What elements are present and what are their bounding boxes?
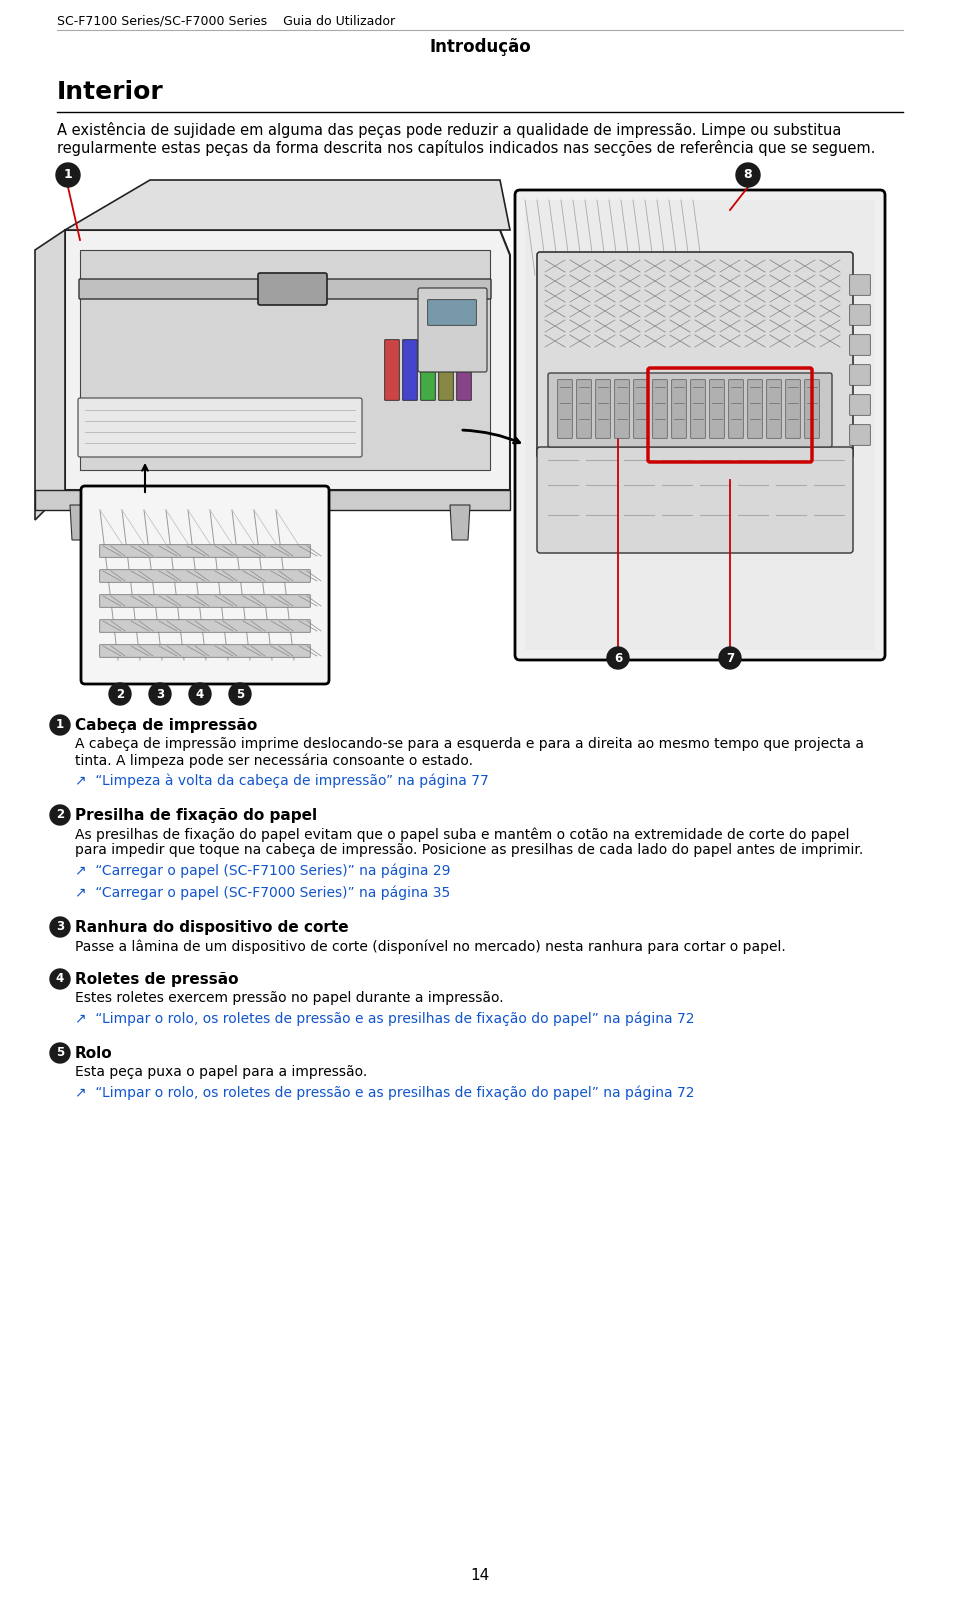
FancyBboxPatch shape — [804, 379, 819, 438]
Polygon shape — [65, 230, 510, 490]
FancyBboxPatch shape — [81, 486, 329, 685]
Text: 6: 6 — [613, 651, 622, 664]
Text: SC-F7100 Series/SC-F7000 Series    Guia do Utilizador: SC-F7100 Series/SC-F7000 Series Guia do … — [57, 14, 396, 27]
Text: Introdução: Introdução — [429, 38, 531, 56]
Circle shape — [229, 683, 251, 706]
Polygon shape — [450, 506, 470, 541]
Text: Cabeça de impressão: Cabeça de impressão — [75, 718, 257, 733]
FancyBboxPatch shape — [709, 379, 724, 438]
FancyBboxPatch shape — [78, 398, 362, 458]
FancyBboxPatch shape — [785, 379, 801, 438]
FancyBboxPatch shape — [548, 373, 832, 446]
FancyBboxPatch shape — [100, 645, 310, 658]
Text: ↗  “Limpeza à volta da cabeça de impressão” na página 77: ↗ “Limpeza à volta da cabeça de impressã… — [75, 774, 489, 789]
FancyBboxPatch shape — [418, 288, 487, 371]
Text: 7: 7 — [726, 651, 734, 664]
FancyBboxPatch shape — [672, 379, 686, 438]
Text: regularmente estas peças da forma descrita nos capítulos indicados nas secções d: regularmente estas peças da forma descri… — [57, 141, 876, 157]
Text: A existência de sujidade em alguma das peças pode reduzir a qualidade de impress: A existência de sujidade em alguma das p… — [57, 122, 841, 138]
Circle shape — [736, 163, 760, 187]
Text: Roletes de pressão: Roletes de pressão — [75, 971, 238, 987]
Text: Ranhura do dispositivo de corte: Ranhura do dispositivo de corte — [75, 920, 348, 934]
Text: tinta. A limpeza pode ser necessária consoante o estado.: tinta. A limpeza pode ser necessária con… — [75, 754, 473, 768]
Text: 5: 5 — [56, 1046, 64, 1059]
FancyBboxPatch shape — [537, 251, 853, 458]
FancyBboxPatch shape — [457, 339, 471, 400]
Text: 3: 3 — [156, 688, 164, 701]
FancyBboxPatch shape — [767, 379, 781, 438]
FancyBboxPatch shape — [100, 570, 310, 582]
Circle shape — [50, 715, 70, 734]
Text: Interior: Interior — [57, 80, 164, 104]
Circle shape — [50, 1043, 70, 1062]
Circle shape — [607, 646, 629, 669]
FancyBboxPatch shape — [558, 379, 572, 438]
Polygon shape — [80, 250, 490, 470]
Text: As presilhas de fixação do papel evitam que o papel suba e mantêm o cotão na ext: As presilhas de fixação do papel evitam … — [75, 827, 850, 842]
FancyBboxPatch shape — [850, 424, 871, 445]
FancyBboxPatch shape — [428, 299, 476, 325]
Text: 4: 4 — [196, 688, 204, 701]
FancyBboxPatch shape — [850, 334, 871, 355]
Polygon shape — [70, 506, 90, 541]
Text: 1: 1 — [56, 718, 64, 731]
FancyBboxPatch shape — [402, 339, 418, 400]
Circle shape — [719, 646, 741, 669]
FancyBboxPatch shape — [850, 275, 871, 296]
Text: 2: 2 — [56, 808, 64, 821]
FancyBboxPatch shape — [420, 339, 435, 400]
Circle shape — [149, 683, 171, 706]
Text: 14: 14 — [470, 1568, 490, 1582]
FancyBboxPatch shape — [690, 379, 706, 438]
Text: A cabeça de impressão imprime deslocando-se para a esquerda e para a direita ao : A cabeça de impressão imprime deslocando… — [75, 738, 864, 750]
FancyBboxPatch shape — [79, 278, 491, 299]
FancyBboxPatch shape — [850, 304, 871, 325]
Text: Esta peça puxa o papel para a impressão.: Esta peça puxa o papel para a impressão. — [75, 1066, 368, 1078]
Text: 5: 5 — [236, 688, 244, 701]
Circle shape — [50, 917, 70, 938]
FancyBboxPatch shape — [100, 595, 310, 608]
FancyBboxPatch shape — [537, 446, 853, 554]
Text: Rolo: Rolo — [75, 1046, 112, 1061]
FancyBboxPatch shape — [850, 365, 871, 386]
Circle shape — [109, 683, 131, 706]
FancyBboxPatch shape — [729, 379, 743, 438]
Text: 3: 3 — [56, 920, 64, 933]
Text: ↗  “Carregar o papel (SC-F7000 Series)” na página 35: ↗ “Carregar o papel (SC-F7000 Series)” n… — [75, 886, 450, 901]
Polygon shape — [35, 230, 65, 520]
FancyBboxPatch shape — [653, 379, 667, 438]
Text: 8: 8 — [744, 168, 753, 181]
Text: ↗  “Carregar o papel (SC-F7100 Series)” na página 29: ↗ “Carregar o papel (SC-F7100 Series)” n… — [75, 864, 450, 878]
Polygon shape — [35, 490, 510, 510]
FancyBboxPatch shape — [100, 619, 310, 632]
Circle shape — [50, 970, 70, 989]
FancyBboxPatch shape — [850, 395, 871, 416]
FancyBboxPatch shape — [385, 339, 399, 400]
FancyBboxPatch shape — [634, 379, 648, 438]
Polygon shape — [65, 179, 510, 230]
Circle shape — [56, 163, 80, 187]
Text: 1: 1 — [63, 168, 72, 181]
Text: 2: 2 — [116, 688, 124, 701]
FancyBboxPatch shape — [515, 190, 885, 659]
FancyBboxPatch shape — [100, 544, 310, 557]
FancyBboxPatch shape — [748, 379, 762, 438]
FancyBboxPatch shape — [614, 379, 630, 438]
Text: 4: 4 — [56, 973, 64, 986]
Circle shape — [189, 683, 211, 706]
Text: Presilha de fixação do papel: Presilha de fixação do papel — [75, 808, 317, 822]
FancyBboxPatch shape — [258, 274, 327, 306]
Text: Estes roletes exercem pressão no papel durante a impressão.: Estes roletes exercem pressão no papel d… — [75, 990, 504, 1005]
Text: ↗  “Limpar o rolo, os roletes de pressão e as presilhas de fixação do papel” na : ↗ “Limpar o rolo, os roletes de pressão … — [75, 1013, 694, 1027]
Text: ↗  “Limpar o rolo, os roletes de pressão e as presilhas de fixação do papel” na : ↗ “Limpar o rolo, os roletes de pressão … — [75, 1086, 694, 1101]
Text: Passe a lâmina de um dispositivo de corte (disponível no mercado) nesta ranhura : Passe a lâmina de um dispositivo de cort… — [75, 939, 785, 954]
FancyBboxPatch shape — [577, 379, 591, 438]
FancyBboxPatch shape — [596, 379, 611, 438]
FancyBboxPatch shape — [439, 339, 453, 400]
Circle shape — [50, 805, 70, 826]
Text: para impedir que toque na cabeça de impressão. Posicione as presilhas de cada la: para impedir que toque na cabeça de impr… — [75, 843, 863, 858]
Polygon shape — [525, 200, 875, 650]
